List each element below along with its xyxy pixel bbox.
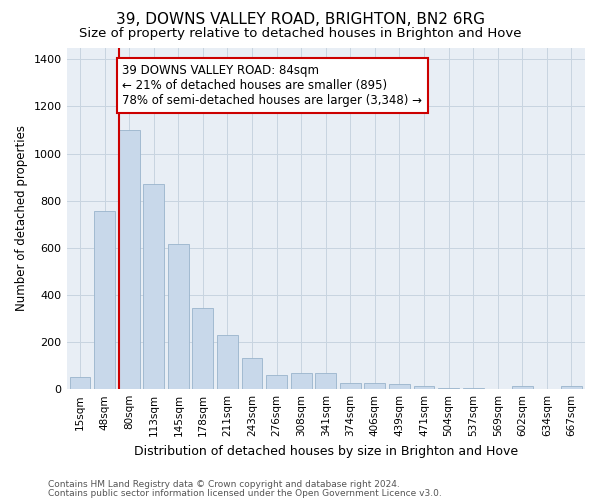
Bar [193, 308, 214, 389]
Bar [242, 358, 262, 389]
Bar [143, 184, 164, 389]
Y-axis label: Number of detached properties: Number of detached properties [15, 126, 28, 312]
Bar [168, 244, 189, 389]
Text: 39, DOWNS VALLEY ROAD, BRIGHTON, BN2 6RG: 39, DOWNS VALLEY ROAD, BRIGHTON, BN2 6RG [115, 12, 485, 28]
Text: Size of property relative to detached houses in Brighton and Hove: Size of property relative to detached ho… [79, 28, 521, 40]
Bar [364, 384, 385, 389]
Bar [561, 386, 582, 389]
Bar [119, 130, 140, 389]
Bar [438, 388, 459, 389]
Bar [389, 384, 410, 389]
Bar [413, 386, 434, 389]
Text: Contains HM Land Registry data © Crown copyright and database right 2024.: Contains HM Land Registry data © Crown c… [48, 480, 400, 489]
Bar [316, 372, 336, 389]
Text: 39 DOWNS VALLEY ROAD: 84sqm
← 21% of detached houses are smaller (895)
78% of se: 39 DOWNS VALLEY ROAD: 84sqm ← 21% of det… [122, 64, 422, 107]
X-axis label: Distribution of detached houses by size in Brighton and Hove: Distribution of detached houses by size … [134, 444, 518, 458]
Bar [94, 212, 115, 389]
Bar [512, 386, 533, 389]
Bar [463, 388, 484, 389]
Bar [70, 378, 91, 389]
Bar [291, 372, 311, 389]
Bar [266, 375, 287, 389]
Bar [340, 382, 361, 389]
Bar [217, 336, 238, 389]
Text: Contains public sector information licensed under the Open Government Licence v3: Contains public sector information licen… [48, 488, 442, 498]
